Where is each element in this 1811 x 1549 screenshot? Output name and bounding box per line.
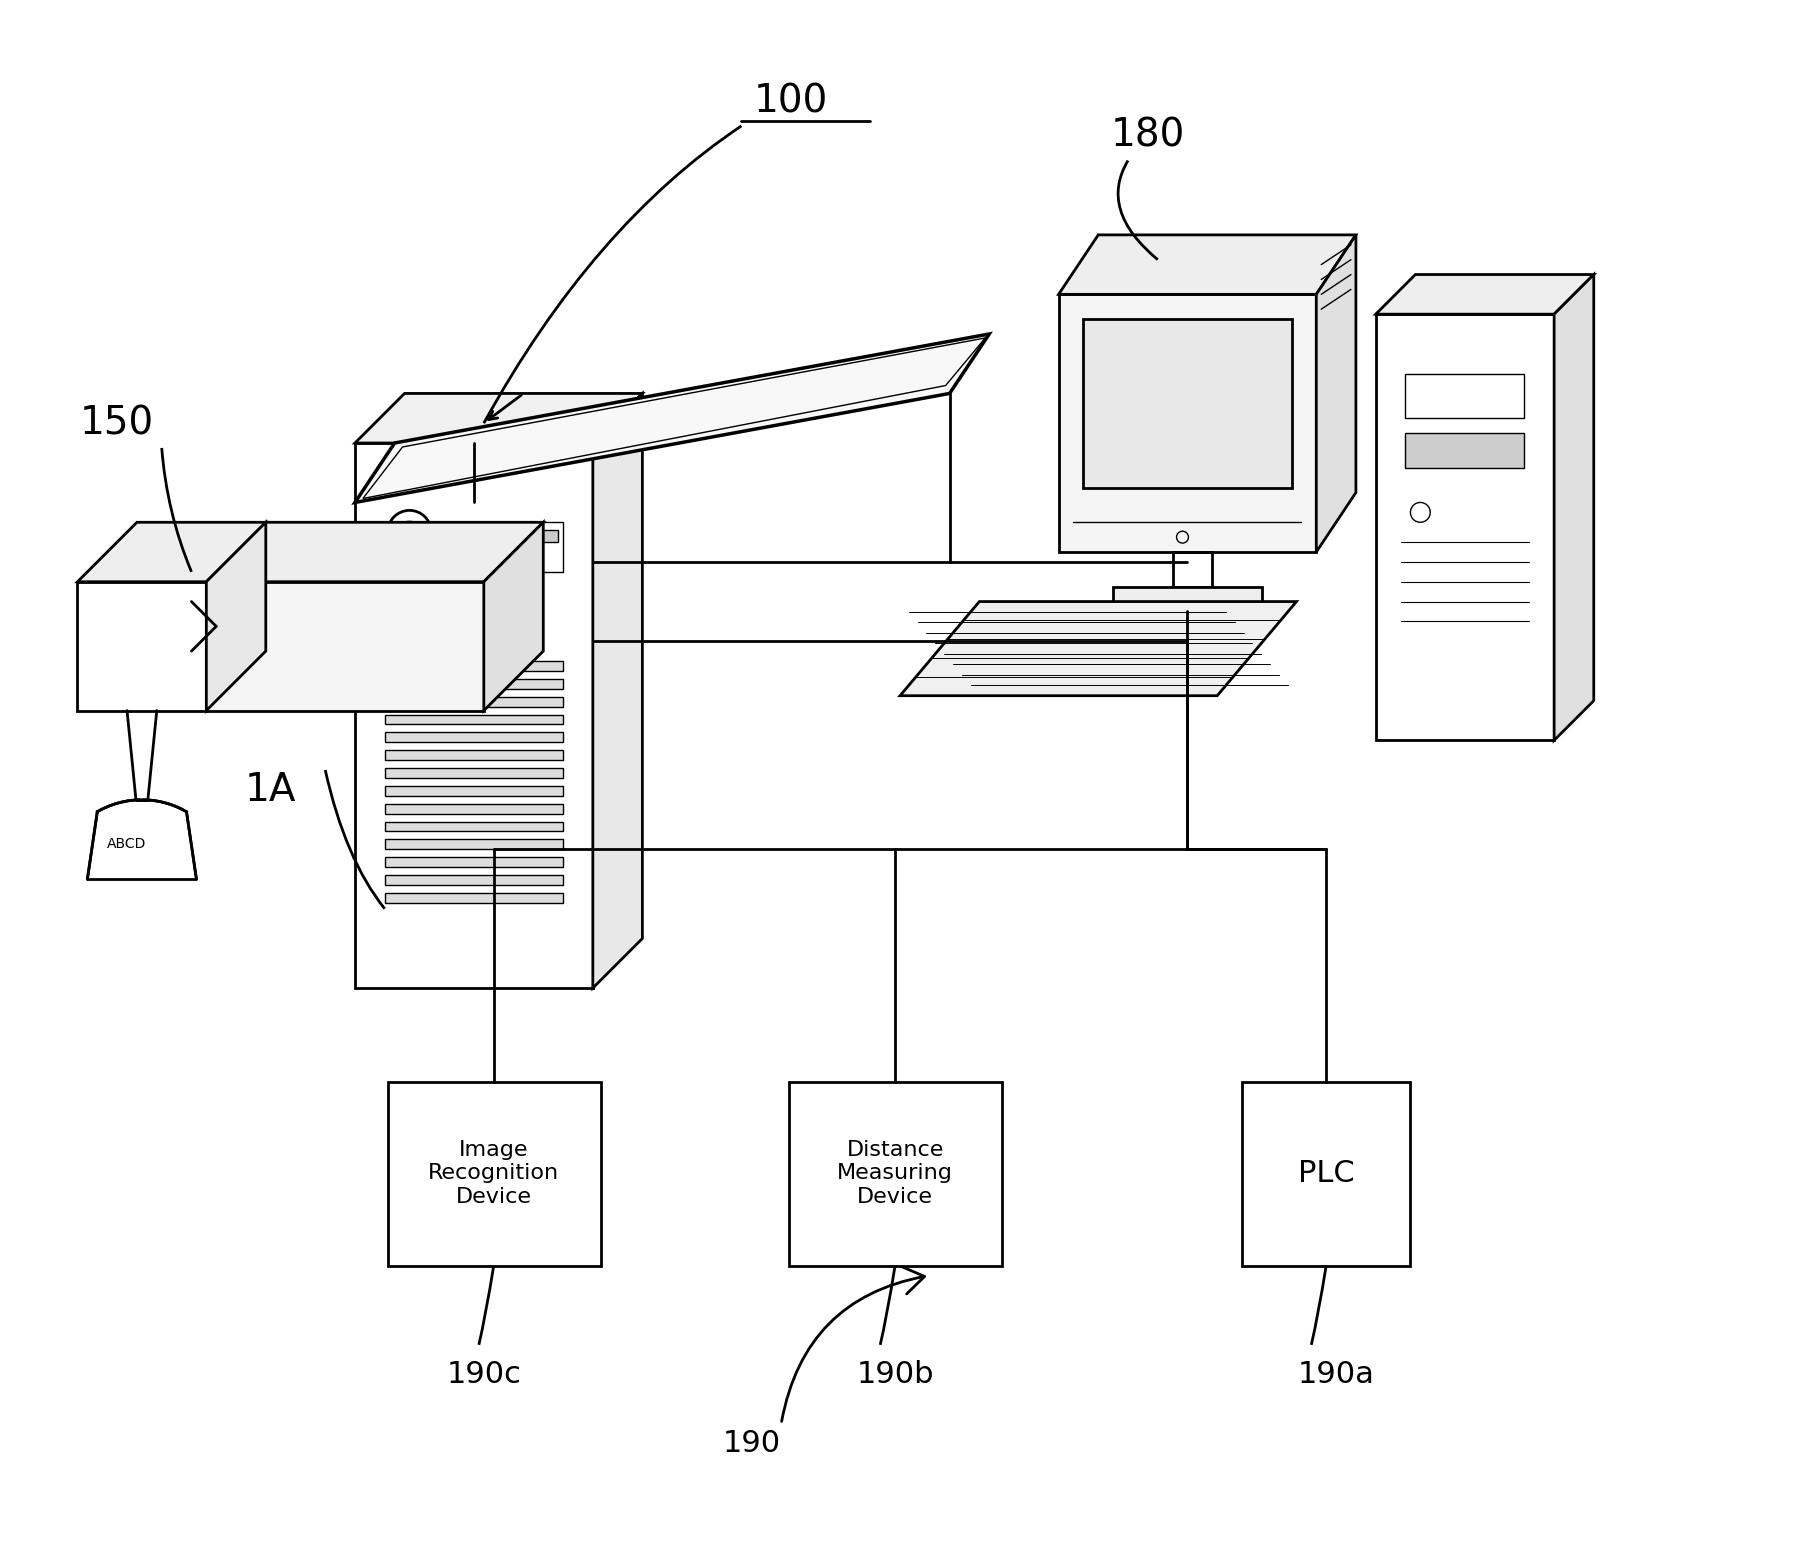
Polygon shape [384, 661, 563, 671]
Text: 190: 190 [723, 1430, 781, 1459]
Polygon shape [1554, 274, 1594, 740]
Text: 190c: 190c [446, 1360, 522, 1389]
Polygon shape [384, 875, 563, 884]
Polygon shape [1059, 235, 1356, 294]
FancyArrowPatch shape [782, 1267, 925, 1422]
Text: Distance
Measuring
Device: Distance Measuring Device [837, 1140, 953, 1207]
Text: 150: 150 [80, 404, 154, 441]
Polygon shape [384, 892, 563, 903]
Text: 190a: 190a [1298, 1360, 1375, 1389]
Polygon shape [384, 750, 563, 761]
Polygon shape [1376, 274, 1594, 314]
Polygon shape [1083, 319, 1291, 488]
Text: PLC: PLC [1298, 1159, 1355, 1188]
Circle shape [398, 520, 422, 544]
Polygon shape [384, 804, 563, 813]
Polygon shape [78, 522, 266, 582]
Polygon shape [355, 393, 643, 443]
Polygon shape [384, 785, 563, 796]
Polygon shape [206, 582, 484, 711]
Polygon shape [1317, 235, 1356, 551]
Polygon shape [1059, 294, 1317, 551]
Polygon shape [206, 522, 543, 582]
Polygon shape [469, 530, 558, 542]
Text: 190b: 190b [857, 1360, 934, 1389]
Polygon shape [206, 522, 266, 711]
Polygon shape [384, 678, 563, 689]
Polygon shape [384, 697, 563, 706]
Polygon shape [1405, 434, 1525, 468]
Polygon shape [592, 393, 643, 988]
Text: 1A: 1A [244, 771, 297, 809]
Text: Image
Recognition
Device: Image Recognition Device [427, 1140, 560, 1207]
Polygon shape [384, 714, 563, 725]
Polygon shape [384, 857, 563, 867]
Polygon shape [384, 821, 563, 832]
Polygon shape [1114, 587, 1262, 612]
Polygon shape [384, 733, 563, 742]
Text: 180: 180 [1110, 116, 1184, 155]
Polygon shape [484, 522, 543, 711]
Text: ABCD: ABCD [107, 838, 147, 852]
Polygon shape [900, 601, 1297, 696]
Polygon shape [384, 768, 563, 778]
Polygon shape [384, 840, 563, 849]
Polygon shape [355, 335, 989, 502]
Text: 100: 100 [753, 82, 828, 121]
